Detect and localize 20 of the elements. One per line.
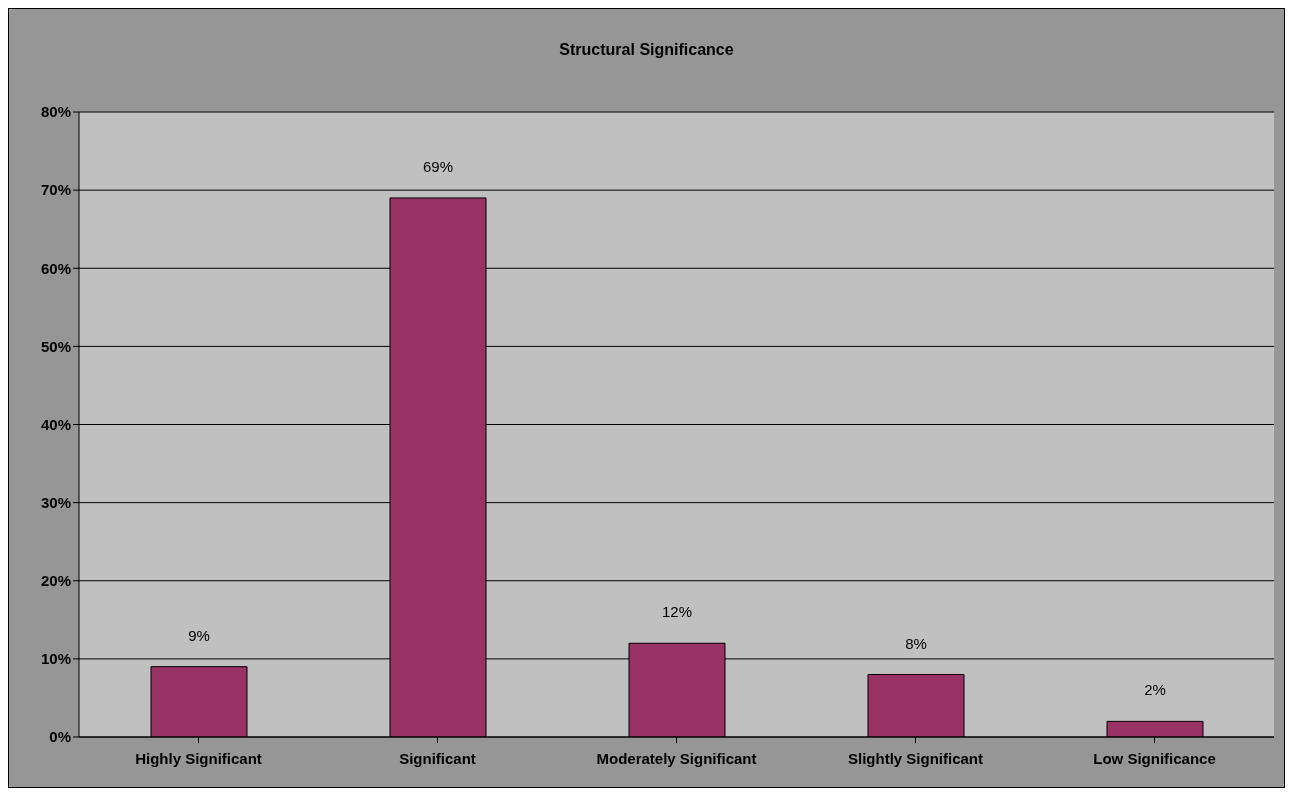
data-label: 69%: [422, 157, 454, 175]
x-tick-label: Significant: [399, 749, 476, 767]
x-tick-label: Low Significance: [1093, 749, 1216, 767]
y-tick-label: 30%: [40, 493, 71, 511]
y-tick-label: 10%: [40, 650, 71, 668]
chart-title: Structural Significance: [558, 41, 735, 59]
y-tick-label: 20%: [40, 572, 71, 590]
y-tick-label: 0%: [49, 728, 71, 746]
x-tick-label: Moderately Significant: [596, 749, 757, 767]
y-tick-label: 60%: [40, 259, 71, 277]
data-label: 12%: [661, 603, 693, 621]
y-tick-label: 80%: [40, 103, 71, 121]
y-tick-label: 50%: [40, 337, 71, 355]
y-tick-label: 70%: [40, 181, 71, 199]
data-label: 8%: [905, 634, 927, 652]
data-label: 2%: [1144, 681, 1166, 699]
data-label: 9%: [188, 626, 210, 644]
y-tick-label: 40%: [40, 415, 71, 433]
x-tick-label: Highly Significant: [135, 749, 262, 767]
x-tick-label: Slightly Significant: [847, 749, 984, 767]
